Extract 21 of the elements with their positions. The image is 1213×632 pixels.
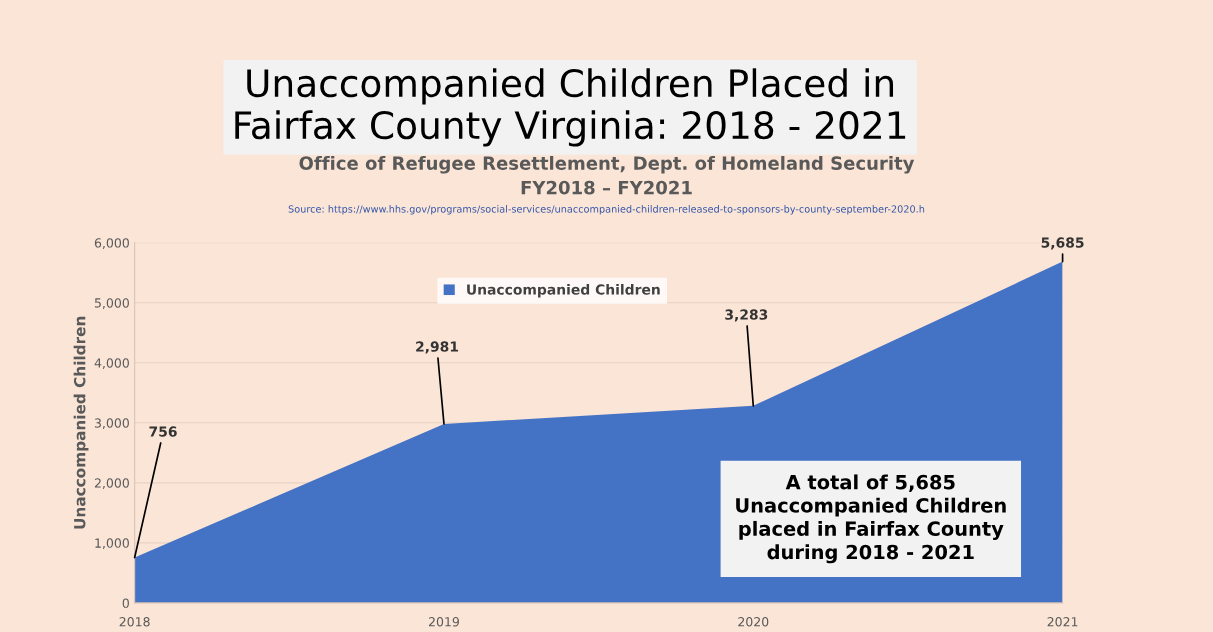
x-tick-label: 2020 [738, 617, 769, 627]
y-tick-label: 2,000 [94, 478, 129, 490]
legend-label: Unaccompanied Children [467, 284, 660, 298]
annotation: A total of 5,685 Unaccompanied Children placed in Fairfax County during 2018 - 2021 [736, 474, 1006, 564]
y-tick-label: 1,000 [95, 538, 129, 550]
chart-subtitle: Office of Refugee Resettlement, Dept. of Homeland Security FY2018 – FY2021 [299, 155, 915, 195]
y-tick-label: 3,000 [94, 418, 129, 430]
y-tick-label: 6,000 [94, 238, 129, 249]
y-axis-title: Unaccompanied Children [73, 316, 89, 529]
data-label: 756 [149, 426, 177, 437]
chart-title: Unaccompanied Children Placed in Fairfax County Virginia: 2018 - 2021 [235, 68, 906, 147]
source-note: Source: https://www.hhs.gov/programs/social-services/unaccompanied-children-released-to-sponsors-by-county-september-2020.h [288, 205, 925, 215]
x-tick-label: 2019 [428, 617, 459, 627]
y-tick-label: 0 [122, 598, 129, 608]
data-label: 5,685 [1041, 237, 1084, 250]
x-tick-label: 2021 [1047, 617, 1078, 627]
y-tick-label: 5,000 [94, 298, 129, 309]
data-label: 2,981 [416, 341, 459, 354]
data-label: 3,283 [725, 309, 768, 322]
y-tick-label: 4,000 [94, 358, 129, 369]
x-tick-label: 2018 [119, 617, 150, 627]
